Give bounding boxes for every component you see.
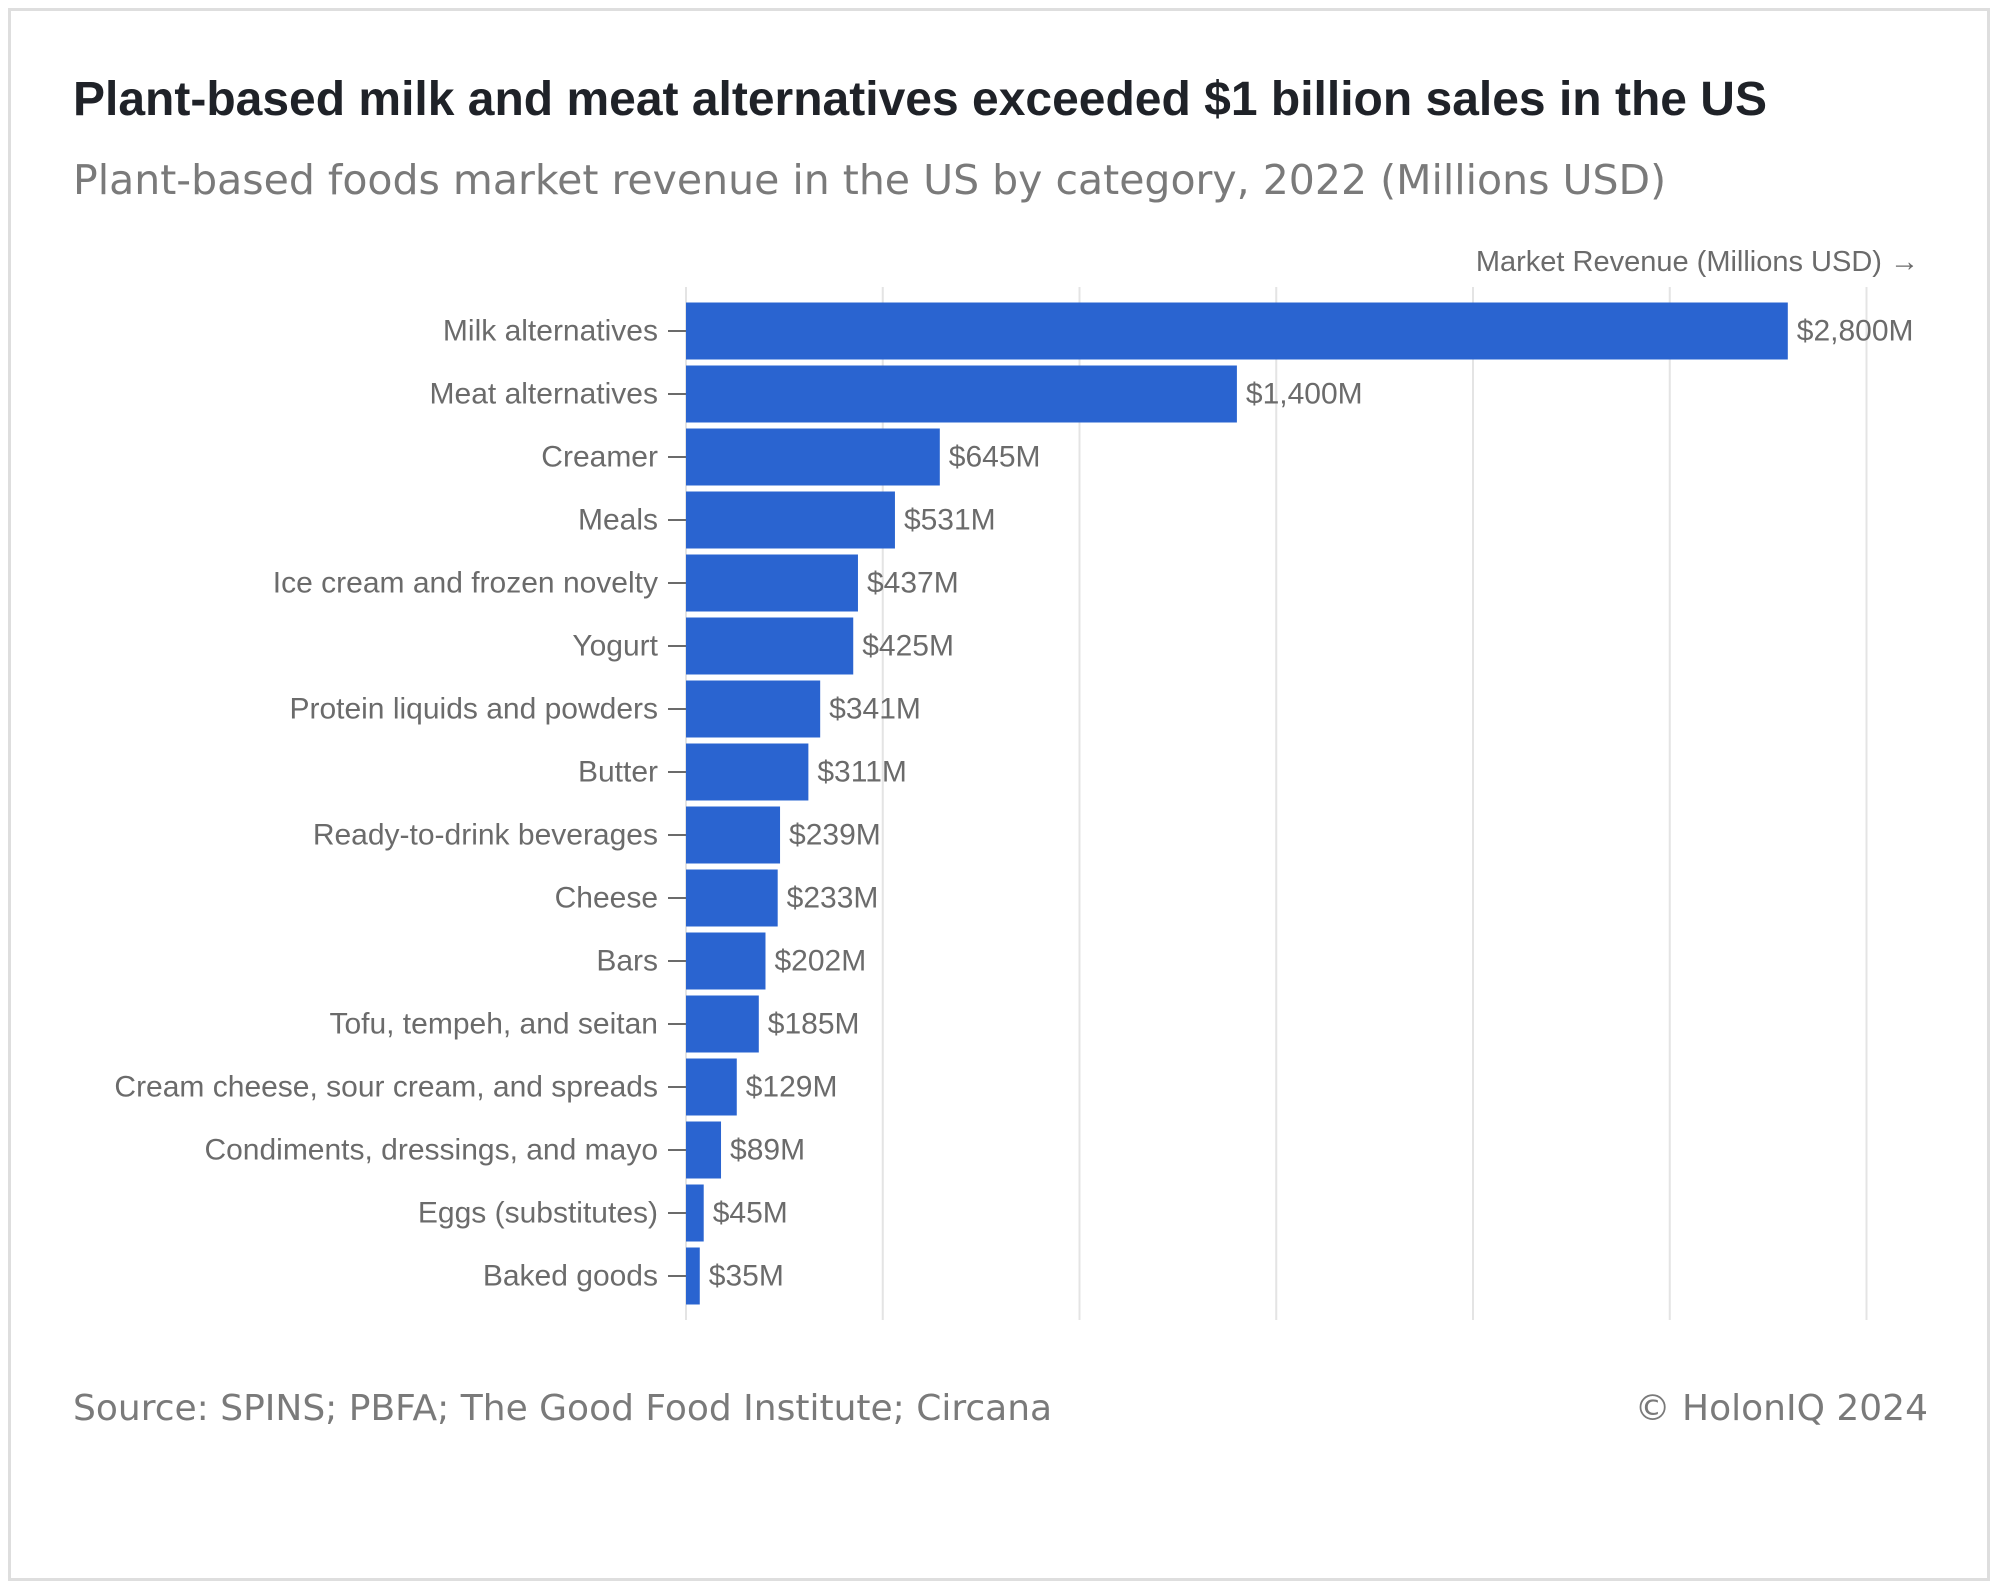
category-label: Protein liquids and powders: [289, 693, 658, 726]
category-label: Ice cream and frozen novelty: [273, 567, 658, 600]
value-label: $129M: [746, 1071, 838, 1104]
value-label: $2,800M: [1797, 315, 1914, 348]
bar: [686, 365, 1237, 423]
value-label: $239M: [789, 819, 881, 852]
category-label: Yogurt: [572, 630, 658, 663]
value-label: $89M: [730, 1134, 805, 1167]
value-label: $341M: [829, 693, 921, 726]
chart-card: [8, 8, 1990, 1581]
category-ticks: [668, 330, 686, 1277]
category-label: Condiments, dressings, and mayo: [204, 1134, 658, 1167]
category-label: Eggs (substitutes): [418, 1197, 658, 1230]
value-label: $437M: [867, 567, 959, 600]
bar: [686, 491, 895, 549]
value-label: $1,400M: [1246, 378, 1363, 411]
category-label: Milk alternatives: [443, 315, 658, 348]
bar: [686, 932, 766, 990]
value-label: $45M: [713, 1197, 788, 1230]
x-axis-title: Market Revenue (Millions USD) →: [1476, 246, 1919, 278]
value-label: $233M: [787, 882, 879, 915]
bar: [686, 1058, 737, 1116]
value-label: $35M: [709, 1260, 784, 1293]
category-label: Meat alternatives: [430, 378, 658, 411]
bar: [686, 869, 778, 927]
value-labels: $2,800M $1,400M $645M $531M $437M $425M $341M $…: [709, 315, 1914, 1293]
category-label: Cheese: [555, 882, 658, 915]
bar: [686, 680, 821, 738]
copyright-note: © HolonIQ 2024: [1634, 1388, 1928, 1429]
category-label: Meals: [578, 504, 658, 537]
bar: [686, 428, 940, 486]
bar: [686, 554, 858, 612]
chart-title: Plant-based milk and meat alternatives e…: [73, 73, 1767, 126]
category-labels: Milk alternatives Meat alternatives Creame…: [114, 315, 658, 1293]
bar: [686, 806, 781, 864]
value-label: $185M: [768, 1008, 860, 1041]
value-label: $531M: [904, 504, 996, 537]
value-label: $311M: [817, 756, 907, 789]
bar: [686, 1121, 722, 1179]
category-label: Bars: [596, 945, 658, 978]
chart-subtitle: Plant-based foods market revenue in the …: [73, 156, 1667, 204]
value-label: $425M: [862, 630, 954, 663]
category-label: Cream cheese, sour cream, and spreads: [114, 1071, 658, 1104]
bar: [686, 995, 759, 1053]
category-label: Butter: [578, 756, 658, 789]
category-label: Baked goods: [483, 1260, 658, 1293]
bar: [686, 1184, 704, 1242]
source-note: Source: SPINS; PBFA; The Good Food Insti…: [73, 1388, 1053, 1429]
bars: [686, 302, 1788, 1305]
bar: [686, 743, 809, 801]
category-label: Tofu, tempeh, and seitan: [329, 1008, 658, 1041]
value-label: $202M: [774, 945, 866, 978]
category-label: Ready-to-drink beverages: [313, 819, 658, 852]
bar: [686, 302, 1788, 360]
bar: [686, 1247, 700, 1305]
value-label: $645M: [949, 441, 1041, 474]
bar: [686, 617, 854, 675]
category-label: Creamer: [541, 441, 658, 474]
